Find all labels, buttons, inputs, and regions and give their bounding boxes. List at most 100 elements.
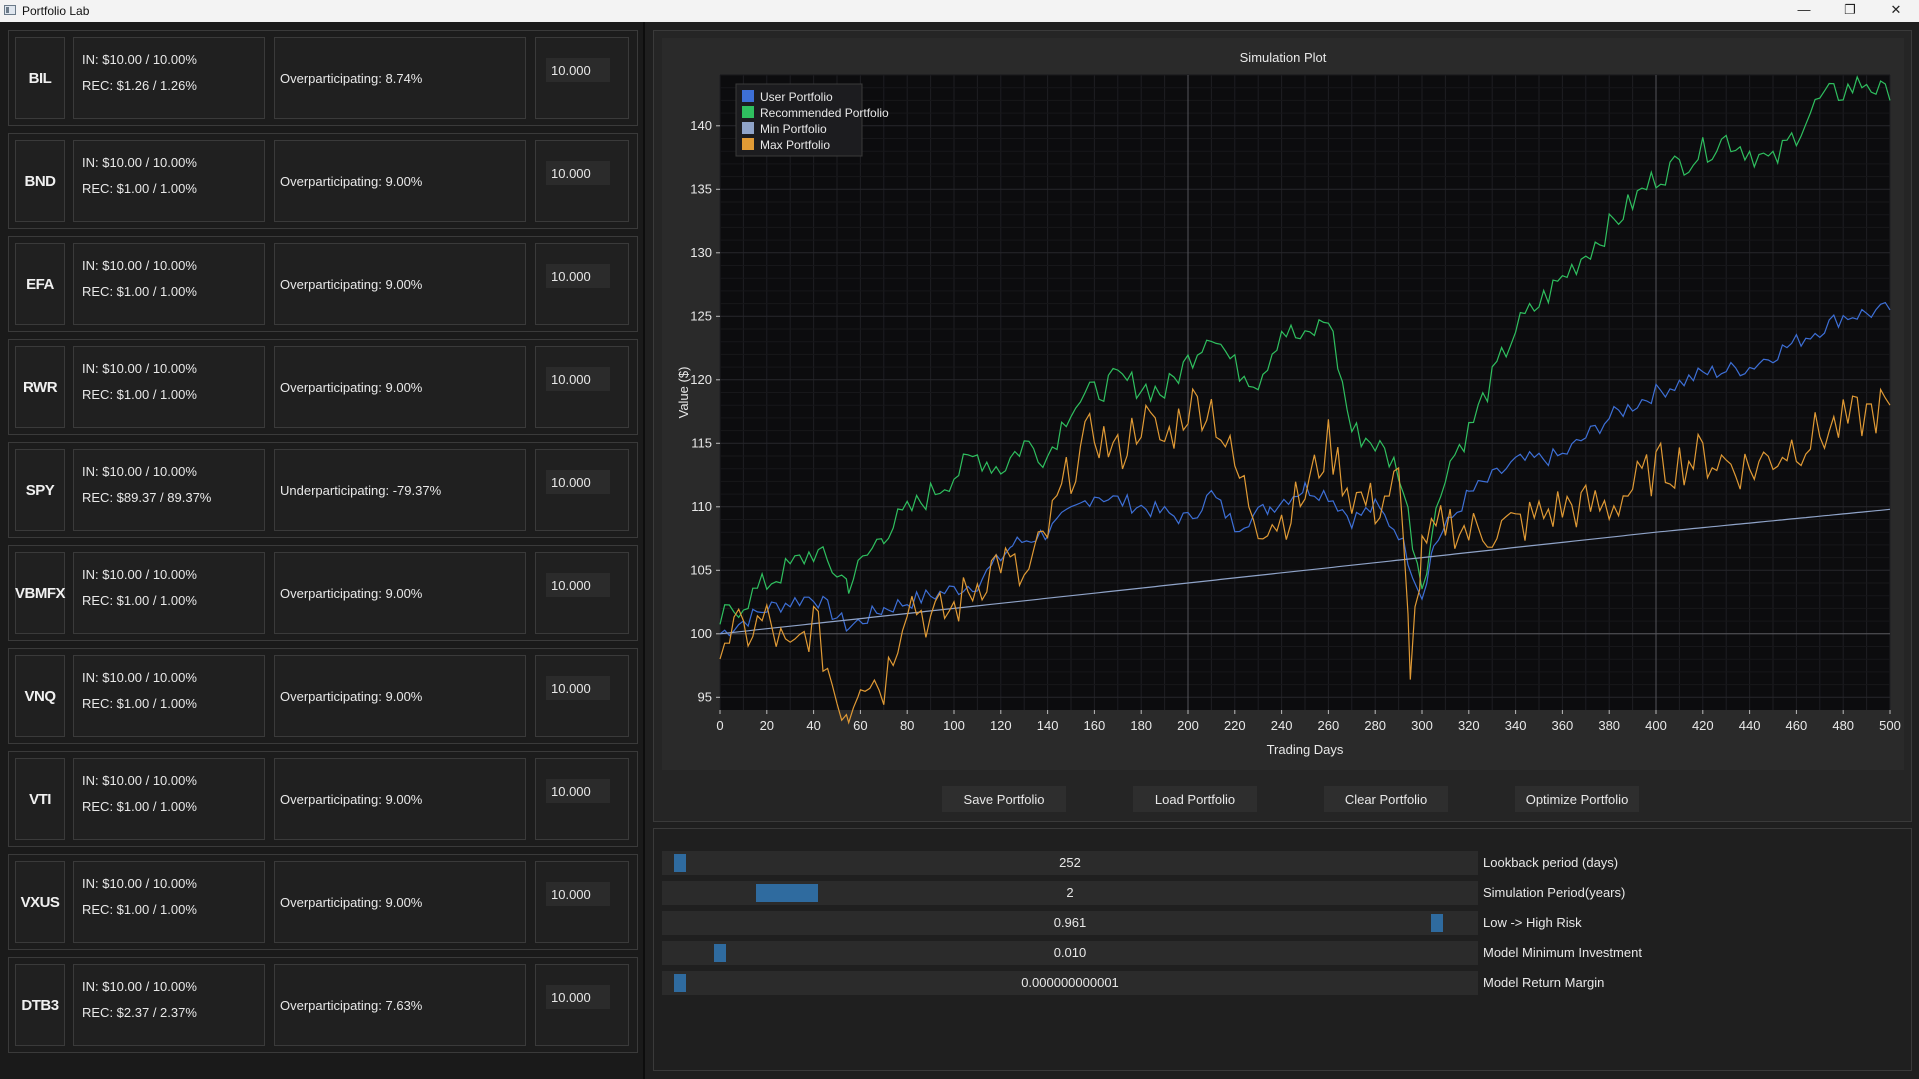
asset-row: VBMFX IN: $10.00 / 10.00% REC: $1.00 / 1.0… [8, 545, 638, 641]
input-allocation: IN: $10.00 / 10.00% [82, 773, 197, 788]
legend-label: Min Portfolio [760, 122, 827, 136]
parameter-slider[interactable]: 252 [662, 851, 1478, 875]
recommended-allocation: REC: $89.37 / 89.37% [82, 490, 212, 505]
slider-handle[interactable] [674, 854, 686, 872]
asset-value-box [535, 552, 629, 634]
asset-allocation-info: IN: $10.00 / 10.00% REC: $89.37 / 89.37% [73, 449, 265, 531]
minimize-button[interactable]: — [1797, 2, 1811, 17]
asset-allocation-info: IN: $10.00 / 10.00% REC: $2.37 / 2.37% [73, 964, 265, 1046]
x-tick-label: 460 [1786, 718, 1808, 733]
input-allocation: IN: $10.00 / 10.00% [82, 155, 197, 170]
x-tick-label: 60 [853, 718, 867, 733]
app-icon [4, 5, 16, 15]
asset-ticker: VTI [15, 758, 65, 840]
participation-status: Overparticipating: 8.74% [274, 37, 526, 119]
x-tick-label: 340 [1505, 718, 1527, 733]
x-tick-label: 240 [1271, 718, 1293, 733]
asset-row: BND IN: $10.00 / 10.00% REC: $1.00 / 1.00%… [8, 133, 638, 229]
x-tick-label: 420 [1692, 718, 1714, 733]
optimize-portfolio-button[interactable]: Optimize Portfolio [1515, 786, 1639, 812]
asset-value-input[interactable] [546, 58, 610, 82]
asset-allocation-info: IN: $10.00 / 10.00% REC: $1.00 / 1.00% [73, 861, 265, 943]
slider-label: Lookback period (days) [1483, 855, 1619, 870]
asset-value-box [535, 37, 629, 119]
x-tick-label: 260 [1318, 718, 1340, 733]
asset-ticker: SPY [15, 449, 65, 531]
y-tick-label: 140 [690, 118, 712, 133]
parameter-slider[interactable]: 2 [662, 881, 1478, 905]
close-button[interactable]: ✕ [1890, 2, 1902, 17]
y-tick-label: 105 [690, 562, 712, 577]
x-tick-label: 300 [1411, 718, 1433, 733]
participation-status: Overparticipating: 9.00% [274, 346, 526, 428]
asset-ticker: VNQ [15, 655, 65, 737]
asset-row: VNQ IN: $10.00 / 10.00% REC: $1.00 / 1.00%… [8, 648, 638, 744]
slider-handle[interactable] [714, 944, 726, 962]
asset-value-input[interactable] [546, 779, 610, 803]
asset-value-input[interactable] [546, 573, 610, 597]
participation-status: Overparticipating: 7.63% [274, 964, 526, 1046]
load-portfolio-button[interactable]: Load Portfolio [1133, 786, 1257, 812]
asset-ticker: BND [15, 140, 65, 222]
y-tick-label: 95 [698, 689, 712, 704]
input-allocation: IN: $10.00 / 10.00% [82, 670, 197, 685]
slider-handle[interactable] [1431, 914, 1443, 932]
asset-value-box [535, 449, 629, 531]
x-tick-label: 120 [990, 718, 1012, 733]
x-tick-label: 440 [1739, 718, 1761, 733]
recommended-allocation: REC: $1.00 / 1.00% [82, 284, 197, 299]
maximize-button[interactable]: ❐ [1844, 2, 1856, 17]
asset-ticker: RWR [15, 346, 65, 428]
y-tick-label: 130 [690, 245, 712, 260]
slider-label: Low -> High Risk [1483, 915, 1582, 930]
x-tick-label: 0 [716, 718, 723, 733]
participation-status: Overparticipating: 9.00% [274, 552, 526, 634]
slider-value: 0.000000000001 [1021, 975, 1119, 990]
recommended-allocation: REC: $1.00 / 1.00% [82, 593, 197, 608]
x-tick-label: 160 [1084, 718, 1106, 733]
participation-status: Underparticipating: -79.37% [274, 449, 526, 531]
asset-value-box [535, 243, 629, 325]
asset-row: RWR IN: $10.00 / 10.00% REC: $1.00 / 1.00%… [8, 339, 638, 435]
clear-portfolio-button[interactable]: Clear Portfolio [1324, 786, 1448, 812]
asset-value-input[interactable] [546, 161, 610, 185]
asset-value-input[interactable] [546, 470, 610, 494]
chart-legend [735, 83, 863, 157]
asset-allocation-info: IN: $10.00 / 10.00% REC: $1.00 / 1.00% [73, 346, 265, 428]
slider-value: 0.961 [1053, 915, 1087, 930]
x-axis-label: Trading Days [1267, 742, 1344, 757]
legend-label: Recommended Portfolio [760, 106, 889, 120]
asset-allocation-info: IN: $10.00 / 10.00% REC: $1.26 / 1.26% [73, 37, 265, 119]
series-line [719, 75, 1891, 625]
asset-value-input[interactable] [546, 985, 610, 1009]
save-portfolio-button[interactable]: Save Portfolio [942, 786, 1066, 812]
x-tick-label: 200 [1177, 718, 1199, 733]
chart-title: Simulation Plot [1239, 50, 1327, 65]
recommended-allocation: REC: $1.00 / 1.00% [82, 696, 197, 711]
parameter-slider[interactable]: 0.010 [662, 941, 1478, 965]
asset-value-box [535, 964, 629, 1046]
asset-value-input[interactable] [546, 882, 610, 906]
slider-handle[interactable] [756, 884, 818, 902]
legend-label: Max Portfolio [760, 138, 830, 152]
y-tick-label: 100 [690, 626, 712, 641]
legend-label: User Portfolio [760, 90, 833, 104]
asset-allocation-info: IN: $10.00 / 10.00% REC: $1.00 / 1.00% [73, 655, 265, 737]
parameter-slider[interactable]: 0.000000000001 [662, 971, 1478, 995]
legend-swatch [742, 138, 754, 150]
input-allocation: IN: $10.00 / 10.00% [82, 567, 197, 582]
parameter-slider[interactable]: 0.961 [662, 911, 1478, 935]
asset-value-input[interactable] [546, 676, 610, 700]
asset-row: BIL IN: $10.00 / 10.00% REC: $1.26 / 1.26%… [8, 30, 638, 126]
asset-allocation-info: IN: $10.00 / 10.00% REC: $1.00 / 1.00% [73, 140, 265, 222]
window-title: Portfolio Lab [22, 4, 90, 18]
asset-value-input[interactable] [546, 367, 610, 391]
asset-allocation-info: IN: $10.00 / 10.00% REC: $1.00 / 1.00% [73, 758, 265, 840]
slider-handle[interactable] [674, 974, 686, 992]
asset-value-input[interactable] [546, 264, 610, 288]
asset-row: EFA IN: $10.00 / 10.00% REC: $1.00 / 1.00%… [8, 236, 638, 332]
participation-status: Overparticipating: 9.00% [274, 655, 526, 737]
x-tick-label: 380 [1598, 718, 1620, 733]
asset-value-box [535, 861, 629, 943]
y-tick-label: 115 [691, 435, 712, 450]
